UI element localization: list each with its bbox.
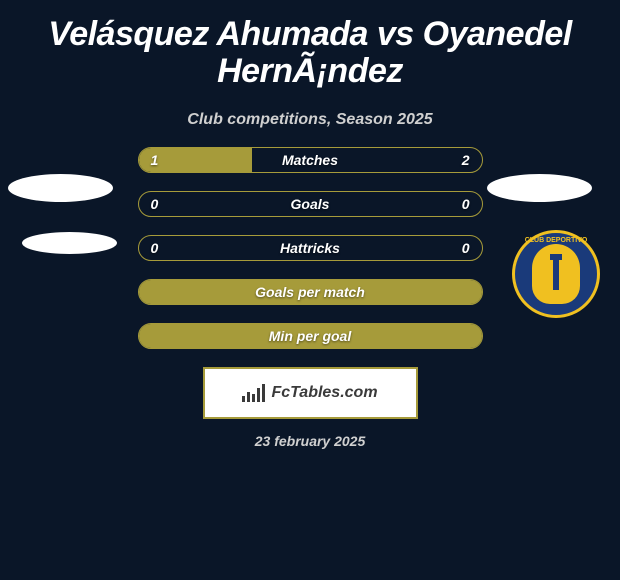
player1-avatar-placeholder	[8, 174, 113, 202]
page-title: Velásquez Ahumada vs Oyanedel HernÃ¡ndez	[0, 8, 620, 99]
club-badge-outer: CLUB DEPORTIVO	[512, 230, 600, 318]
club-badge-shield	[532, 244, 580, 304]
footer-brand-badge[interactable]: FcTables.com	[203, 367, 418, 419]
subtitle: Club competitions, Season 2025	[0, 111, 620, 129]
player1-club-placeholder	[22, 232, 117, 254]
stat-value-left: 1	[151, 152, 159, 168]
stat-bar: 0 Goals 0	[138, 191, 483, 217]
chart-icon	[242, 384, 265, 402]
stat-bar: 1 Matches 2	[138, 147, 483, 173]
stat-value-left: 0	[151, 196, 159, 212]
main-container: Velásquez Ahumada vs Oyanedel HernÃ¡ndez…	[0, 0, 620, 457]
footer-brand-text: FcTables.com	[271, 384, 377, 402]
stat-row: Min per goal	[0, 323, 620, 349]
stat-bar: 0 Hattricks 0	[138, 235, 483, 261]
player2-avatar-placeholder	[487, 174, 592, 202]
stat-value-right: 0	[462, 240, 470, 256]
stat-label: Goals per match	[255, 284, 365, 300]
club-badge-tower-icon	[553, 258, 559, 290]
date-text: 23 february 2025	[0, 433, 620, 449]
club-badge-label: CLUB DEPORTIVO	[515, 237, 597, 244]
stat-label: Goals	[291, 196, 330, 212]
stat-label: Hattricks	[280, 240, 340, 256]
stat-bar: Goals per match	[138, 279, 483, 305]
player2-club-badge: CLUB DEPORTIVO	[512, 230, 600, 318]
stat-label: Matches	[282, 152, 338, 168]
stat-value-right: 2	[462, 152, 470, 168]
stat-value-right: 0	[462, 196, 470, 212]
stat-row: 1 Matches 2	[0, 147, 620, 173]
stat-value-left: 0	[151, 240, 159, 256]
stat-label: Min per goal	[269, 328, 351, 344]
stat-bar: Min per goal	[138, 323, 483, 349]
